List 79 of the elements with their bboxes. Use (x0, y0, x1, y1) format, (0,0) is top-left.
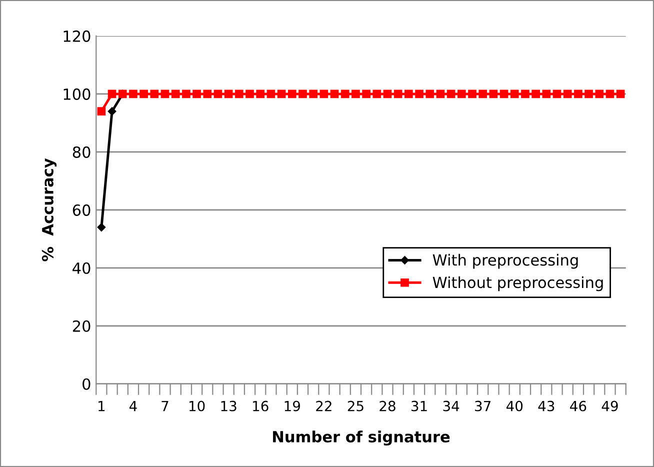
point (595, 90, 604, 98)
x-tick-label: 10 (189, 400, 205, 412)
point (457, 90, 466, 98)
point (330, 90, 339, 98)
x-tick-label: 13 (221, 400, 236, 412)
x-tick-label: 40 (506, 400, 523, 412)
point (288, 90, 296, 98)
x-tick-label: 22 (316, 400, 332, 412)
point (606, 90, 614, 98)
point (340, 90, 350, 98)
x-tick-label: 19 (284, 400, 300, 412)
point (108, 107, 116, 116)
point (256, 90, 265, 98)
x-tick-label: 46 (570, 400, 586, 412)
point (182, 90, 190, 98)
point (298, 90, 307, 98)
point (542, 90, 551, 98)
point (426, 90, 434, 98)
point (552, 90, 562, 98)
point (97, 223, 106, 232)
point (510, 90, 519, 98)
y-tick-label: 100 (64, 88, 90, 100)
point (309, 90, 318, 98)
y-tick-label: 0 (82, 378, 90, 390)
point (203, 90, 212, 98)
point (266, 90, 276, 98)
x-tick-label: 31 (412, 400, 427, 412)
y-tick-label: 20 (72, 320, 90, 332)
point (584, 90, 593, 98)
point (362, 90, 370, 98)
point (224, 90, 233, 98)
point (394, 90, 402, 98)
point (532, 90, 540, 98)
x-tick-label: 49 (602, 400, 618, 412)
y-axis-title: % Accuracy (42, 158, 57, 262)
point (415, 90, 424, 98)
point (214, 90, 222, 98)
x-tick-label: 34 (443, 400, 460, 412)
point (372, 90, 382, 98)
x-tick-label: 28 (380, 400, 396, 412)
point (192, 90, 201, 98)
point (446, 90, 456, 98)
point (352, 90, 360, 98)
point (140, 90, 148, 98)
x-axis-title: Number of signature (273, 430, 450, 446)
point (383, 90, 392, 98)
point (129, 90, 138, 98)
point (171, 90, 180, 98)
point (574, 90, 582, 98)
legend-label: Without preprocessing (432, 276, 603, 292)
point (563, 90, 572, 98)
x-tick-label: 37 (475, 400, 490, 412)
point (404, 90, 413, 98)
point (277, 90, 286, 98)
point (616, 90, 625, 98)
y-tick-label: 40 (72, 262, 90, 274)
point (436, 90, 445, 98)
point (97, 107, 106, 116)
point (478, 90, 488, 98)
point (489, 90, 498, 98)
y-tick-label: 120 (64, 30, 90, 42)
x-tick-label: 4 (129, 400, 137, 412)
point (150, 90, 159, 98)
x-tick-label: 1 (98, 400, 105, 412)
point (246, 90, 254, 98)
point (500, 90, 508, 98)
x-tick-label: 25 (348, 400, 364, 412)
y-tick-label: 60 (72, 204, 90, 216)
point (235, 90, 244, 98)
legend-label: With preprocessing (432, 254, 578, 269)
point (160, 90, 170, 98)
point (521, 90, 530, 98)
x-tick-label: 43 (538, 400, 554, 412)
point (108, 90, 116, 98)
x-tick-label: 7 (162, 400, 168, 412)
point (468, 90, 476, 98)
y-tick-label: 80 (72, 146, 90, 158)
point (320, 90, 328, 98)
x-tick-label: 16 (253, 400, 268, 412)
